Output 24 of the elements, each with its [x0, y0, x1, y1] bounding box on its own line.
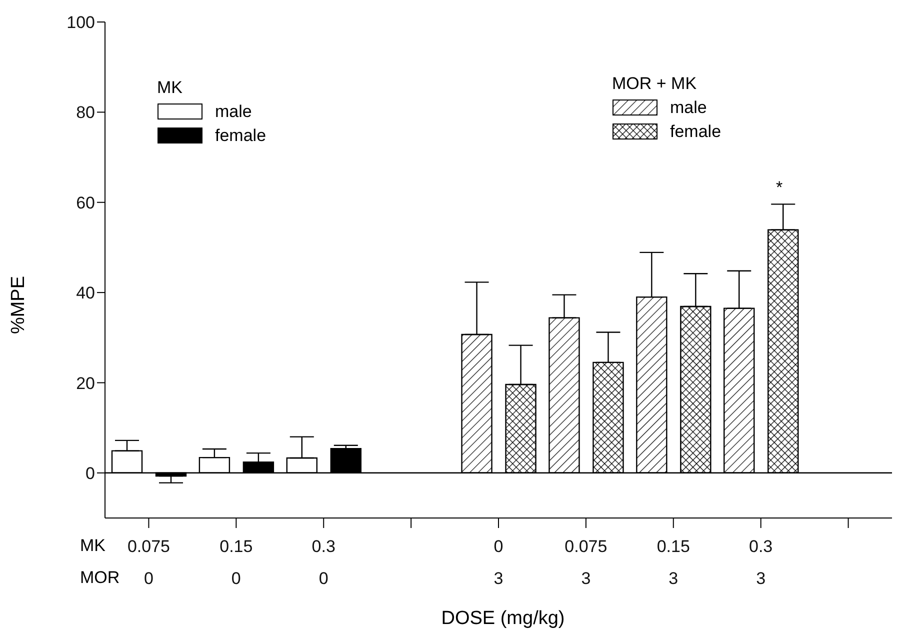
text: MK — [80, 536, 106, 556]
y-tick-label: 20 — [76, 374, 95, 393]
y-tick-label: 0 — [86, 464, 95, 483]
text: MOR — [80, 568, 120, 588]
y-tick-label: 80 — [76, 103, 95, 122]
legend-label: female — [670, 122, 722, 142]
annotation: MOR + MK — [612, 74, 698, 94]
x-tick-label: 0.075 0 — [127, 537, 170, 588]
legend-label: male — [670, 98, 707, 118]
x-tick-label: 0.15 3 — [656, 537, 690, 588]
y-tick-label: 40 — [76, 284, 95, 303]
x-tick-label: 0 3 — [494, 537, 504, 588]
x-tick-label: 0.15 0 — [220, 537, 253, 588]
x-axis-title: DOSE (mg/kg) — [441, 608, 565, 629]
legend-label: female — [215, 126, 266, 146]
annotation: MK — [157, 78, 184, 98]
y-axis-title: %MPE — [8, 276, 30, 334]
annotation: * — [776, 178, 783, 198]
y-tick-label: 100 — [66, 13, 95, 32]
x-tick-label: 0.075 3 — [564, 537, 608, 588]
legend-label: male — [215, 102, 252, 122]
x-tick-label: 0.3 0 — [312, 537, 336, 588]
y-tick-label: 60 — [76, 193, 95, 212]
x-tick-label: 0.3 3 — [749, 537, 773, 588]
